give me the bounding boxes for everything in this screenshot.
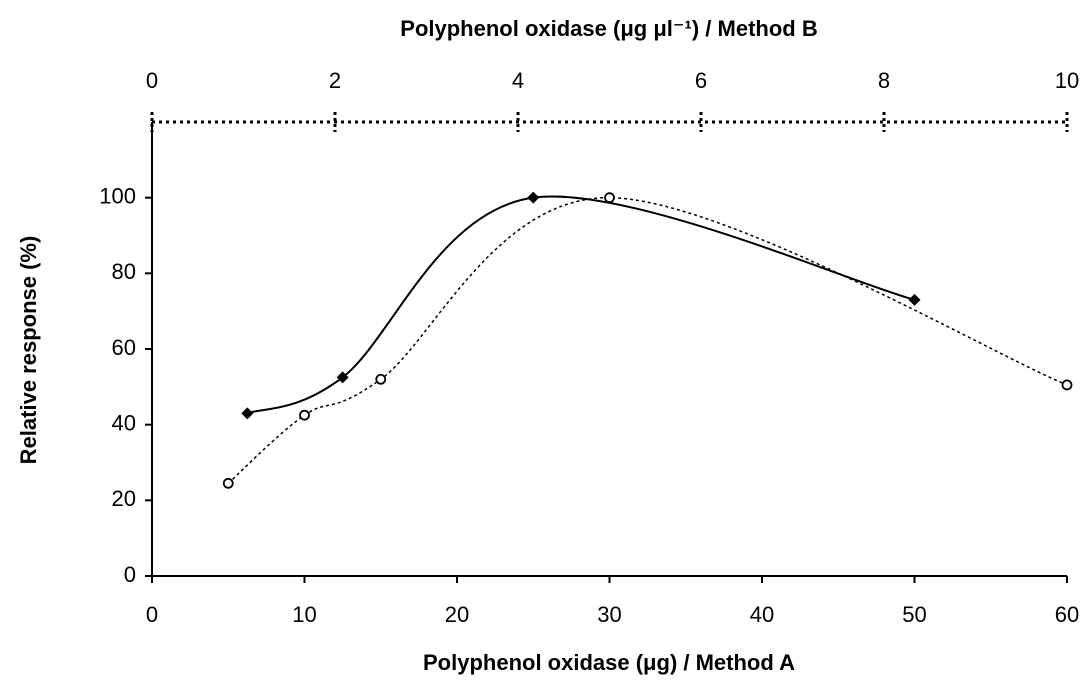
- x2-tick-label: 2: [329, 68, 341, 93]
- diamond-marker: [527, 191, 540, 204]
- diamond-marker: [908, 293, 921, 306]
- x-tick-label: 10: [292, 602, 316, 627]
- y-tick-label: 20: [112, 486, 136, 511]
- diamond-marker: [336, 371, 349, 384]
- y-tick-label: 0: [124, 562, 136, 587]
- x2-tick-label: 6: [695, 68, 707, 93]
- circle-marker: [222, 477, 234, 489]
- y-axis-title: Relative response (%): [16, 236, 41, 465]
- x-tick-label: 50: [902, 602, 926, 627]
- x-tick-label: 60: [1055, 602, 1079, 627]
- x-tick-label: 40: [750, 602, 774, 627]
- x2-tick-label: 8: [878, 68, 890, 93]
- x2-tick-label: 0: [146, 68, 158, 93]
- y-tick-label: 100: [99, 183, 136, 208]
- top-axis-title: Polyphenol oxidase (μg μl⁻¹) / Method B: [400, 16, 817, 41]
- series-line: [246, 195, 915, 415]
- diamond-marker: [241, 407, 254, 420]
- y-tick-label: 80: [112, 259, 136, 284]
- y-tick-label: 40: [112, 410, 136, 435]
- x-tick-label: 0: [146, 602, 158, 627]
- circle-marker: [604, 192, 615, 204]
- circle-marker: [375, 373, 387, 385]
- x-tick-label: 20: [445, 602, 469, 627]
- x2-tick-label: 10: [1055, 68, 1079, 93]
- x-tick-label: 30: [597, 602, 621, 627]
- x2-tick-label: 4: [512, 68, 524, 93]
- y-tick-label: 60: [112, 335, 136, 360]
- series-line: [227, 196, 1068, 484]
- circle-marker: [299, 409, 310, 421]
- circle-marker: [1061, 379, 1073, 391]
- x-axis-title: Polyphenol oxidase (μg) / Method A: [423, 650, 795, 675]
